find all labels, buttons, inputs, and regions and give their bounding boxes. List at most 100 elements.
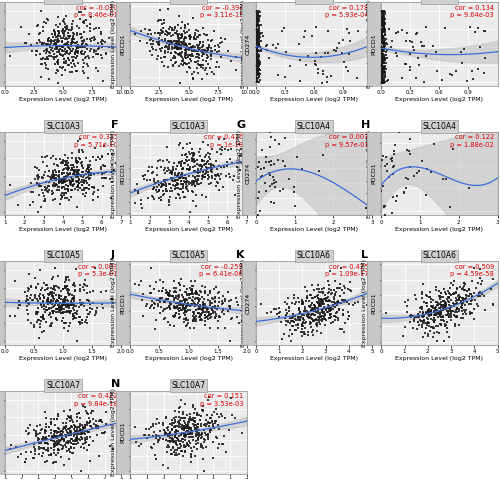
Point (80, 423, 88, 431)
Point (324, 293, 332, 301)
Point (254, 78, 262, 85)
Point (166, 37, 174, 45)
Point (304, 331, 312, 339)
Point (290, 202, 298, 210)
Point (215, 43, 223, 51)
Point (172, 42, 180, 49)
Point (470, 264, 478, 272)
Point (161, 47, 169, 55)
Point (254, 19, 262, 26)
Point (62, 319, 70, 327)
Point (298, 322, 306, 330)
Point (378, 69, 386, 77)
Point (444, 313, 452, 320)
Point (329, 302, 337, 310)
Point (454, 297, 462, 304)
Point (52, 33, 60, 41)
Point (168, 174, 175, 182)
Point (72, 427, 80, 435)
Point (161, 49, 169, 57)
Point (206, 150, 214, 158)
Point (256, 33, 264, 41)
Point (380, 37, 388, 45)
Point (254, 31, 262, 39)
Point (82, 190, 90, 197)
Point (379, 11, 387, 18)
Point (489, 275, 497, 283)
Point (47, 154, 55, 162)
Point (96, 156, 104, 163)
Point (414, 318, 422, 326)
Point (256, 207, 264, 215)
Point (56, 291, 64, 299)
Point (381, 28, 389, 36)
Point (158, 58, 166, 66)
Point (48, 190, 56, 198)
Point (60, 43, 68, 50)
Point (378, 51, 386, 59)
Point (448, 71, 456, 79)
Point (56, 42, 64, 50)
Point (346, 29, 354, 36)
Point (255, 72, 263, 80)
Point (378, 65, 386, 73)
Point (67, 193, 75, 201)
Point (87, 171, 95, 179)
Point (182, 41, 190, 49)
Point (49, 459, 57, 467)
Point (165, 25, 173, 33)
Point (30, 440, 38, 448)
Point (164, 291, 172, 299)
Point (176, 440, 184, 447)
Point (66, 424, 74, 432)
Point (313, 319, 321, 326)
Point (327, 286, 335, 294)
Point (340, 58, 347, 66)
Point (191, 421, 199, 429)
Point (150, 177, 158, 185)
Point (378, 69, 386, 77)
Point (206, 65, 214, 72)
Point (424, 319, 432, 327)
Point (252, 32, 260, 39)
Point (200, 30, 208, 38)
Point (316, 302, 324, 309)
Point (58, 193, 66, 201)
Point (60, 314, 68, 322)
Point (441, 300, 449, 308)
Point (255, 53, 263, 60)
Point (208, 168, 216, 175)
Point (474, 279, 482, 286)
Point (34, 444, 42, 451)
Point (74, 171, 82, 179)
Point (188, 282, 196, 290)
Point (58, 435, 66, 443)
Point (90, 188, 98, 195)
Point (164, 164, 172, 172)
Point (174, 295, 182, 303)
Point (171, 176, 179, 184)
Point (286, 326, 294, 334)
Point (254, 42, 262, 49)
Point (210, 162, 218, 170)
Point (315, 301, 323, 308)
Point (37, 203, 45, 210)
Point (306, 314, 314, 321)
Point (56, 295, 64, 303)
Point (404, 302, 411, 310)
Point (186, 291, 194, 299)
Point (380, 8, 388, 15)
Point (56, 431, 64, 439)
Point (38, 60, 46, 68)
Point (86, 20, 94, 28)
Point (185, 166, 193, 174)
Point (253, 65, 261, 72)
Point (402, 60, 409, 68)
Point (45, 182, 53, 190)
Point (55, 303, 63, 311)
Point (78, 161, 86, 169)
Point (254, 74, 262, 82)
Point (44, 298, 52, 306)
Point (208, 174, 216, 182)
Point (252, 46, 260, 54)
